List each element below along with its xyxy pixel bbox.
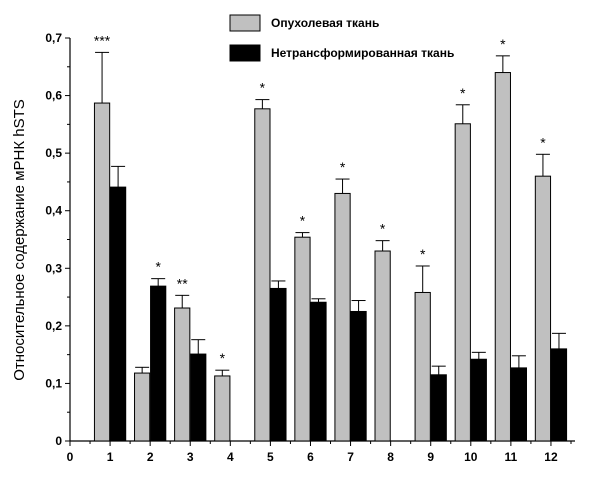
significance-label: *	[340, 159, 346, 175]
bar-series1-cat8	[374, 250, 391, 442]
bar-series1-cat6	[294, 236, 311, 442]
bar-series2-cat7	[350, 310, 367, 442]
bar-series1-cat5	[254, 108, 271, 442]
legend-swatch	[229, 44, 261, 62]
y-tick-label: 0,6	[45, 89, 62, 103]
significance-label: *	[420, 246, 426, 262]
x-tick-label: 8	[387, 450, 394, 464]
significance-label: *	[540, 134, 546, 150]
bar-series1-cat11	[494, 72, 511, 442]
significance-label: *	[300, 213, 306, 229]
x-tick-label: 6	[307, 450, 314, 464]
bar-series1-cat3	[174, 307, 191, 442]
bar-series1-cat2	[134, 372, 151, 442]
bar-series2-cat5	[270, 287, 287, 442]
bar-series1-cat7	[334, 192, 351, 442]
significance-label: *	[380, 221, 386, 237]
x-tick-label: 0	[67, 450, 74, 464]
legend-label: Нетрансформированная ткань	[271, 46, 454, 60]
significance-label: *	[220, 350, 226, 366]
x-tick-label: 1	[107, 450, 114, 464]
y-tick-label: 0,1	[45, 376, 62, 390]
bar-series2-cat2	[150, 285, 167, 442]
x-tick-label: 9	[427, 450, 434, 464]
bar-series2-cat9	[430, 374, 447, 442]
bar-series2-cat6	[310, 301, 327, 442]
y-tick-label: 0,7	[45, 31, 62, 45]
bar-series1-cat9	[414, 291, 431, 442]
bar-series1-cat12	[534, 175, 552, 442]
legend-label: Опухолевая ткань	[271, 16, 379, 30]
y-tick-label: 0	[55, 434, 62, 448]
x-tick-label: 2	[147, 450, 154, 464]
bar-series2-cat12	[550, 348, 568, 442]
bar-series2-cat10	[470, 358, 487, 442]
bar-series1-cat1	[93, 102, 111, 442]
x-tick-label: 10	[464, 450, 478, 464]
legend-swatch	[229, 14, 261, 32]
y-tick-label: 0,2	[45, 319, 62, 333]
y-axis-label: Относительное содержание мРНК hSTS	[11, 99, 28, 381]
bar-series1-cat10	[454, 123, 471, 442]
bar-series2-cat11	[510, 367, 528, 442]
plot-area: 00,10,20,30,40,50,60,70 1 2 3 4 5 6 7 8 9 10 11 12**…	[45, 31, 575, 464]
significance-label: *	[260, 80, 266, 96]
significance-label: **	[177, 275, 188, 291]
significance-label: ***	[94, 32, 111, 48]
x-tick-label: 12	[544, 450, 558, 464]
bar-series1-cat4	[214, 375, 231, 442]
x-tick-label: 3	[187, 450, 194, 464]
significance-label: *	[460, 85, 466, 101]
x-tick-label: 5	[267, 450, 274, 464]
significance-label: *	[500, 36, 506, 52]
y-tick-label: 0,3	[45, 261, 62, 275]
legend: Опухолевая ткань Нетрансформированная тка…	[229, 14, 454, 62]
y-tick-label: 0,5	[45, 146, 62, 160]
significance-label: *	[155, 259, 161, 275]
x-tick-label: 11	[505, 450, 518, 464]
x-tick-label: 4	[227, 450, 234, 464]
y-tick-label: 0,4	[45, 204, 62, 218]
bar-series2-cat1	[109, 186, 127, 442]
x-tick-label: 7	[347, 450, 354, 464]
bar-series2-cat3	[190, 353, 207, 442]
